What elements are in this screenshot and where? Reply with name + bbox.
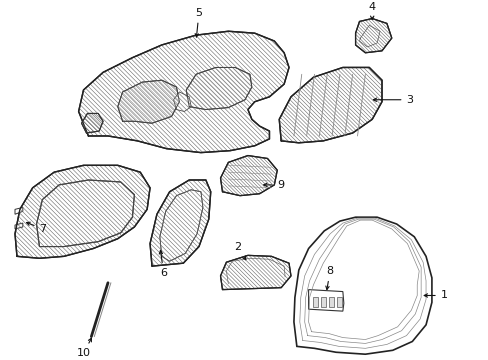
- Polygon shape: [79, 31, 288, 153]
- Polygon shape: [313, 297, 318, 307]
- Polygon shape: [355, 18, 391, 53]
- Polygon shape: [328, 297, 333, 307]
- Polygon shape: [308, 289, 343, 311]
- Polygon shape: [279, 67, 381, 143]
- Polygon shape: [220, 156, 277, 195]
- Polygon shape: [37, 180, 134, 247]
- Polygon shape: [81, 113, 103, 133]
- Polygon shape: [336, 297, 341, 307]
- Text: 5: 5: [195, 8, 202, 37]
- Polygon shape: [15, 223, 23, 229]
- Polygon shape: [15, 207, 23, 214]
- Polygon shape: [173, 92, 191, 112]
- Text: 2: 2: [234, 242, 245, 260]
- Polygon shape: [118, 80, 179, 123]
- Text: 7: 7: [26, 222, 46, 234]
- Polygon shape: [160, 190, 203, 261]
- Polygon shape: [321, 297, 325, 307]
- Text: 10: 10: [76, 338, 91, 358]
- Text: 1: 1: [423, 291, 447, 301]
- Text: 9: 9: [263, 180, 284, 190]
- Polygon shape: [150, 180, 210, 266]
- Polygon shape: [293, 217, 431, 354]
- Polygon shape: [186, 67, 251, 109]
- Text: 6: 6: [159, 251, 167, 278]
- Polygon shape: [220, 255, 290, 289]
- Text: 8: 8: [325, 266, 333, 289]
- Text: 3: 3: [372, 95, 413, 105]
- Text: 4: 4: [368, 2, 375, 19]
- Polygon shape: [15, 165, 150, 258]
